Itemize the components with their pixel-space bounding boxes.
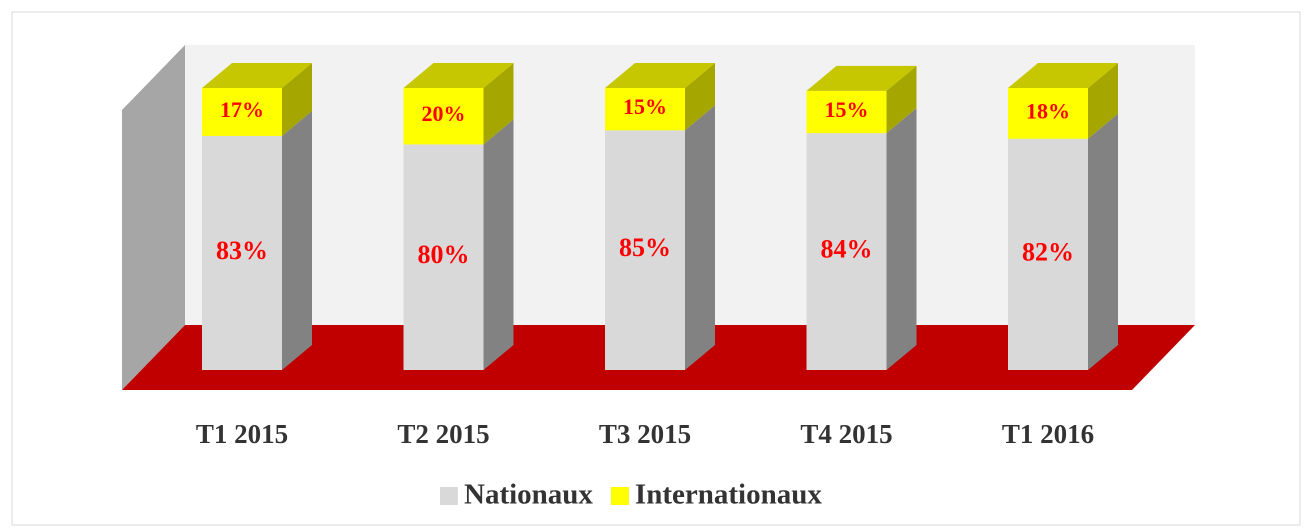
x-tick-label: T4 2015	[800, 419, 892, 449]
x-tick-label: T2 2015	[397, 419, 489, 449]
legend-label: Nationaux	[464, 479, 593, 511]
bar	[1008, 138, 1088, 370]
bar	[202, 88, 282, 136]
bar	[403, 88, 484, 145]
bar-side	[1088, 63, 1118, 139]
bar-side	[685, 105, 715, 371]
bar-side	[282, 63, 312, 136]
bar	[202, 135, 282, 370]
data-label: 20%	[422, 101, 466, 126]
legend-label: Internationaux	[635, 479, 822, 511]
data-label: 18%	[1026, 98, 1070, 123]
x-tick-label: T3 2015	[599, 419, 691, 449]
data-label: 85%	[619, 233, 671, 262]
data-label: 15%	[623, 94, 667, 119]
data-label: 82%	[1022, 237, 1074, 266]
data-label: 80%	[418, 240, 470, 269]
bar-side	[1088, 113, 1118, 370]
bar	[605, 130, 685, 370]
legend-swatch	[440, 487, 458, 505]
bar	[403, 144, 484, 370]
bar	[806, 133, 887, 370]
side-wall	[122, 45, 185, 390]
bar-side	[886, 65, 917, 134]
bar-top	[403, 63, 514, 88]
data-label: 84%	[821, 235, 873, 264]
legend-swatch	[610, 487, 629, 505]
bar-side	[886, 108, 917, 371]
data-label: 15%	[825, 97, 869, 122]
bar	[605, 88, 685, 131]
bar-side	[685, 63, 715, 131]
bar	[806, 90, 887, 134]
bar-side	[282, 110, 312, 370]
x-tick-label: T1 2016	[1002, 419, 1094, 449]
bar-top	[202, 63, 312, 88]
data-label: 17%	[220, 97, 264, 122]
bar	[1008, 88, 1088, 139]
bar-top	[1008, 63, 1118, 88]
data-label: 83%	[216, 236, 268, 265]
bar-side	[483, 119, 514, 371]
bar-top	[806, 65, 917, 91]
bar-top	[605, 63, 715, 88]
bar-side	[483, 63, 514, 145]
x-tick-label: T1 2015	[196, 419, 288, 449]
